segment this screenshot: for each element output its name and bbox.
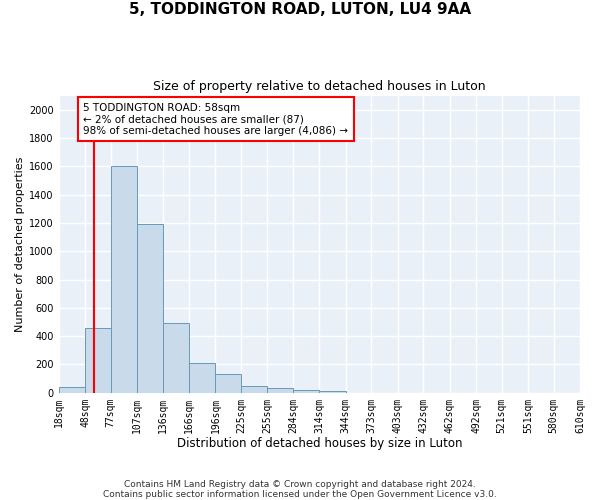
Text: 5, TODDINGTON ROAD, LUTON, LU4 9AA: 5, TODDINGTON ROAD, LUTON, LU4 9AA	[129, 2, 471, 18]
Bar	[110, 166, 137, 392]
Bar	[59, 387, 85, 392]
Bar	[293, 390, 319, 392]
Title: Size of property relative to detached houses in Luton: Size of property relative to detached ho…	[153, 80, 485, 93]
Bar	[319, 390, 346, 392]
Text: 5 TODDINGTON ROAD: 58sqm
← 2% of detached houses are smaller (87)
98% of semi-de: 5 TODDINGTON ROAD: 58sqm ← 2% of detache…	[83, 102, 349, 136]
Bar	[163, 324, 189, 392]
Bar	[215, 374, 241, 392]
Text: Contains HM Land Registry data © Crown copyright and database right 2024.
Contai: Contains HM Land Registry data © Crown c…	[103, 480, 497, 499]
Bar	[241, 386, 268, 392]
Bar	[268, 388, 293, 392]
Bar	[85, 328, 110, 392]
Bar	[189, 363, 215, 392]
Y-axis label: Number of detached properties: Number of detached properties	[15, 156, 25, 332]
Bar	[137, 224, 163, 392]
X-axis label: Distribution of detached houses by size in Luton: Distribution of detached houses by size …	[176, 437, 462, 450]
